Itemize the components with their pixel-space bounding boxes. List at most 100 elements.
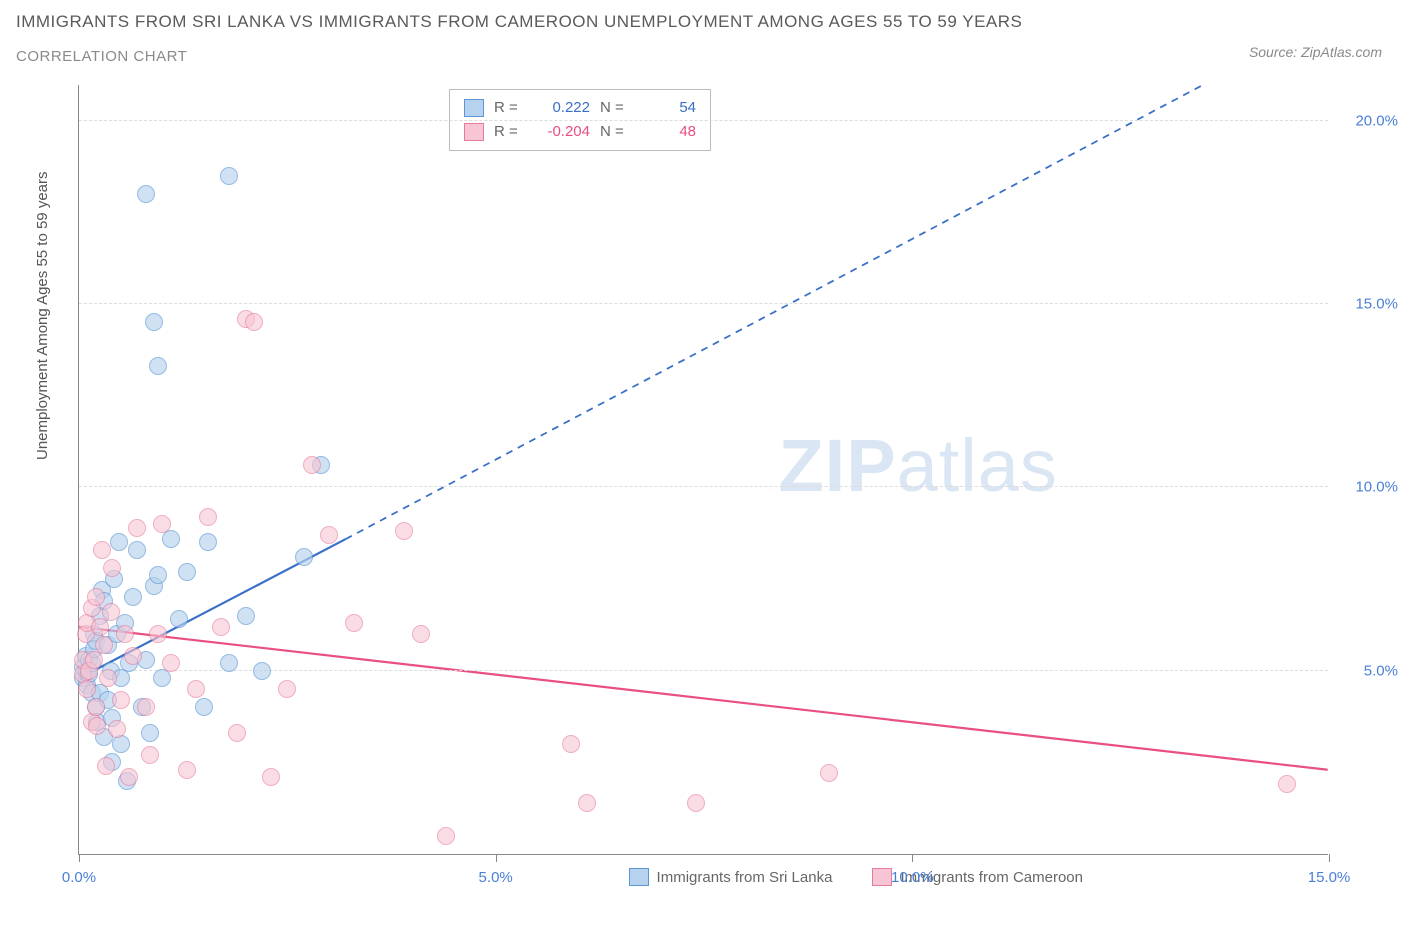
data-point (78, 680, 96, 698)
series-legend-item: Immigrants from Sri Lanka (629, 868, 833, 886)
data-point (149, 566, 167, 584)
data-point (220, 167, 238, 185)
x-tick-label: 10.0% (891, 869, 934, 886)
data-point (395, 522, 413, 540)
data-point (199, 508, 217, 526)
legend-r-label: R = (494, 120, 524, 144)
data-point (93, 541, 111, 559)
data-point (137, 185, 155, 203)
gridline (79, 486, 1328, 487)
data-point (103, 559, 121, 577)
data-point (149, 357, 167, 375)
legend-n-label: N = (600, 96, 630, 120)
data-point (687, 794, 705, 812)
data-point (253, 662, 271, 680)
data-point (124, 588, 142, 606)
y-tick-label: 10.0% (1338, 479, 1398, 496)
chart-title: IMMIGRANTS FROM SRI LANKA VS IMMIGRANTS … (16, 12, 1022, 32)
data-point (102, 603, 120, 621)
data-point (137, 698, 155, 716)
data-point (149, 625, 167, 643)
x-tick (496, 854, 497, 862)
data-point (578, 794, 596, 812)
stats-legend-row: R = -0.204 N = 48 (464, 120, 696, 144)
data-point (295, 548, 313, 566)
series-legend-label: Immigrants from Sri Lanka (657, 869, 833, 886)
data-point (412, 625, 430, 643)
data-point (199, 533, 217, 551)
legend-swatch (464, 99, 484, 117)
data-point (228, 724, 246, 742)
data-point (116, 625, 134, 643)
legend-swatch (629, 868, 649, 886)
legend-n-label: N = (600, 120, 630, 144)
data-point (87, 588, 105, 606)
data-point (153, 515, 171, 533)
watermark-bold: ZIP (778, 424, 896, 507)
legend-r-value: 0.222 (534, 96, 590, 120)
data-point (162, 654, 180, 672)
data-point (97, 757, 115, 775)
gridline (79, 303, 1328, 304)
data-point (108, 720, 126, 738)
data-point (562, 735, 580, 753)
data-point (303, 456, 321, 474)
data-point (128, 519, 146, 537)
data-point (187, 680, 205, 698)
data-point (437, 827, 455, 845)
data-point (124, 647, 142, 665)
data-point (95, 636, 113, 654)
gridline (79, 120, 1328, 121)
data-point (145, 313, 163, 331)
x-tick (79, 854, 80, 862)
data-point (120, 768, 138, 786)
data-point (87, 698, 105, 716)
data-point (99, 669, 117, 687)
series-legend: Immigrants from Sri LankaImmigrants from… (629, 868, 1083, 886)
data-point (128, 541, 146, 559)
data-point (178, 761, 196, 779)
trend-line-extrapolated (346, 85, 1203, 539)
data-point (91, 618, 109, 636)
legend-swatch (464, 123, 484, 141)
data-point (88, 717, 106, 735)
data-point (320, 526, 338, 544)
x-tick (1329, 854, 1330, 862)
legend-swatch (872, 868, 892, 886)
data-point (110, 533, 128, 551)
data-point (112, 691, 130, 709)
x-tick-label: 5.0% (479, 869, 513, 886)
scatter-plot-area: ZIPatlas R =0.222N =54R =-0.204N =48 Imm… (78, 85, 1328, 855)
x-tick (912, 854, 913, 862)
y-tick-label: 20.0% (1338, 112, 1398, 129)
legend-r-label: R = (494, 96, 524, 120)
data-point (345, 614, 363, 632)
legend-r-value: -0.204 (534, 120, 590, 144)
x-tick-label: 0.0% (62, 869, 96, 886)
y-tick-label: 15.0% (1338, 296, 1398, 313)
data-point (262, 768, 280, 786)
legend-n-value: 54 (640, 96, 696, 120)
y-axis-title: Unemployment Among Ages 55 to 59 years (34, 171, 51, 460)
data-point (1278, 775, 1296, 793)
data-point (195, 698, 213, 716)
stats-legend-row: R = 0.222 N = 54 (464, 96, 696, 120)
data-point (820, 764, 838, 782)
x-tick-label: 15.0% (1308, 869, 1351, 886)
watermark-light: atlas (897, 424, 1058, 507)
trend-lines (79, 85, 1328, 854)
y-tick-label: 5.0% (1338, 662, 1398, 679)
data-point (237, 607, 255, 625)
legend-n-value: 48 (640, 120, 696, 144)
data-point (245, 313, 263, 331)
data-point (220, 654, 238, 672)
data-point (170, 610, 188, 628)
source-attribution: Source: ZipAtlas.com (1249, 44, 1382, 60)
chart-subtitle: CORRELATION CHART (16, 48, 187, 65)
data-point (141, 746, 159, 764)
data-point (141, 724, 159, 742)
watermark: ZIPatlas (778, 423, 1057, 508)
data-point (178, 563, 196, 581)
data-point (278, 680, 296, 698)
data-point (212, 618, 230, 636)
